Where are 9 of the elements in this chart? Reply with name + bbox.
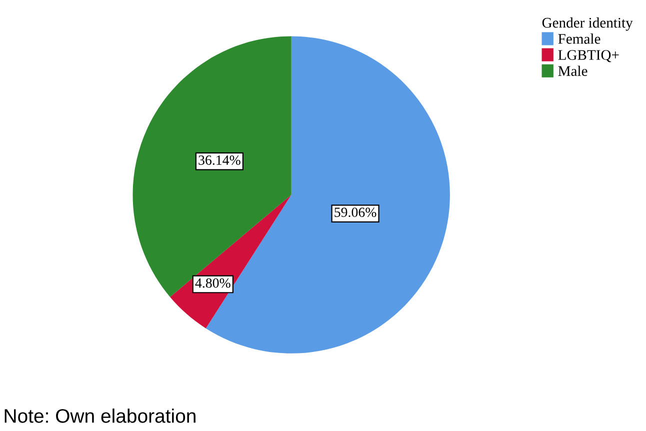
legend-label: LGBTIQ+ (558, 50, 619, 62)
data-label: 59.06% (334, 208, 376, 218)
legend-title: Gender identity (542, 17, 633, 31)
data-label: 36.14% (198, 155, 240, 165)
text: Note: Own elaboration (4, 408, 196, 423)
legend-label: Female (558, 34, 600, 44)
pie-slice (132, 36, 292, 297)
data-label: 4.80% (195, 278, 230, 288)
legend-label: Male (558, 66, 588, 76)
